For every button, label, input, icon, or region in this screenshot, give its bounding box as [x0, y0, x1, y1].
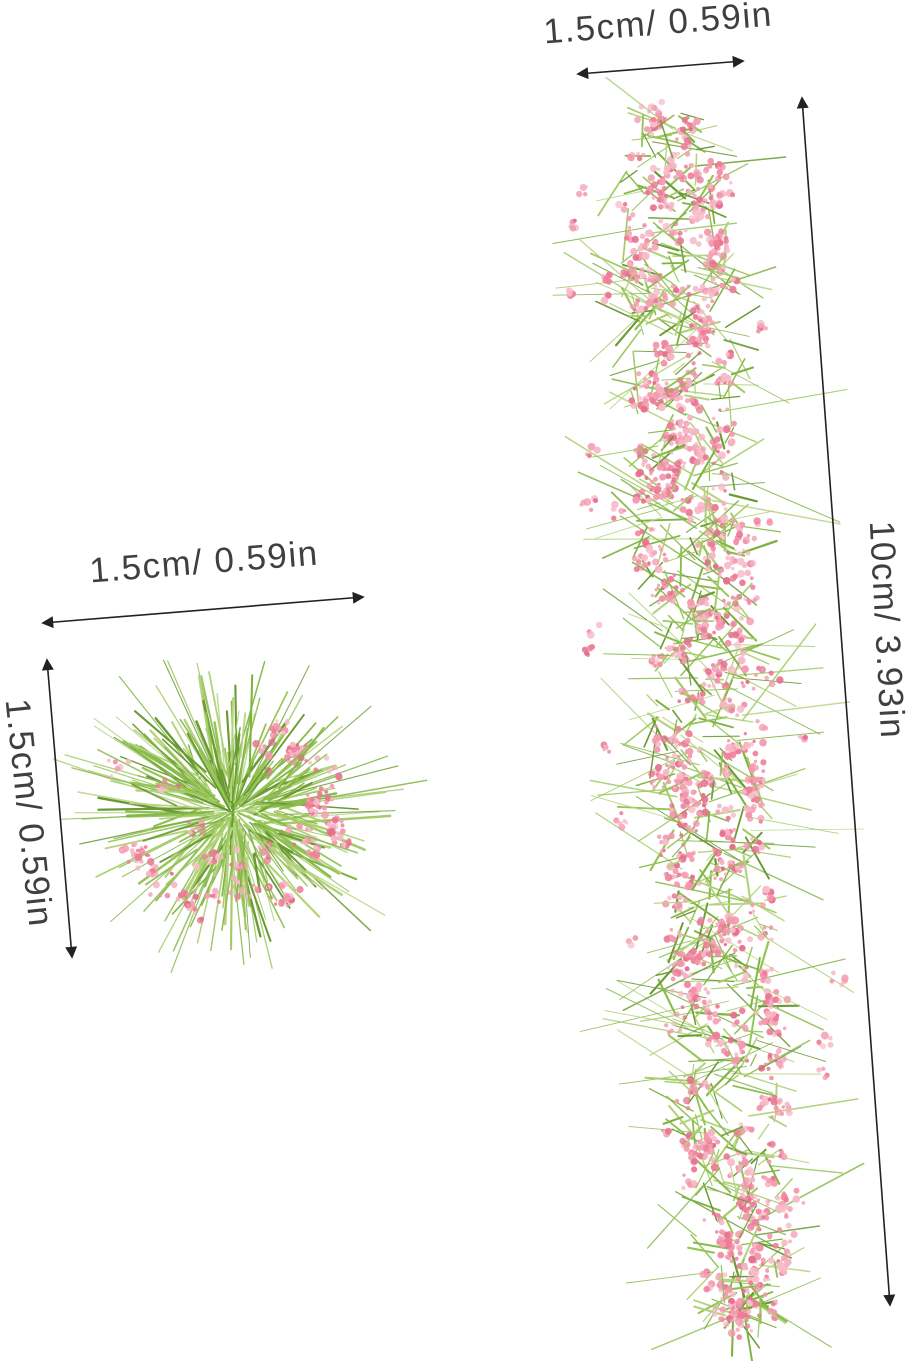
strip-height-label: 10cm/ 3.93in: [862, 520, 912, 740]
flower-strip-long: [552, 76, 865, 1361]
flower-tuft-small: [52, 659, 428, 974]
tuft-height-label: 1.5cm/ 0.59in: [0, 697, 60, 929]
strip-height-arrow: [796, 96, 896, 1307]
strip-width-label: 1.5cm/ 0.59in: [542, 0, 774, 51]
strip-width-arrow: [576, 55, 745, 80]
tuft-width-arrow: [41, 591, 365, 629]
tuft-width-label: 1.5cm/ 0.59in: [88, 534, 320, 591]
tuft-height-arrow: [41, 658, 78, 959]
